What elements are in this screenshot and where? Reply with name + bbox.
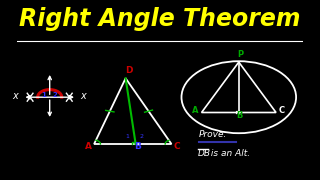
Text: DB: DB — [198, 149, 211, 158]
Text: C: C — [173, 142, 180, 151]
Text: 1: 1 — [42, 92, 46, 98]
Text: P: P — [237, 50, 243, 59]
Text: B: B — [134, 142, 140, 151]
Text: Prove:: Prove: — [199, 130, 227, 139]
Text: 2: 2 — [52, 92, 57, 98]
Text: 1: 1 — [126, 134, 130, 139]
Text: A: A — [85, 142, 92, 151]
Text: B: B — [236, 111, 243, 120]
Text: A: A — [192, 105, 198, 114]
Text: C: C — [279, 105, 285, 114]
Text: x: x — [12, 91, 18, 101]
Text: D: D — [125, 66, 132, 75]
Text: x: x — [80, 91, 85, 101]
Text: is an Alt.: is an Alt. — [208, 149, 250, 158]
Text: Right Angle Theorem: Right Angle Theorem — [19, 7, 301, 31]
Text: 2: 2 — [140, 134, 144, 139]
